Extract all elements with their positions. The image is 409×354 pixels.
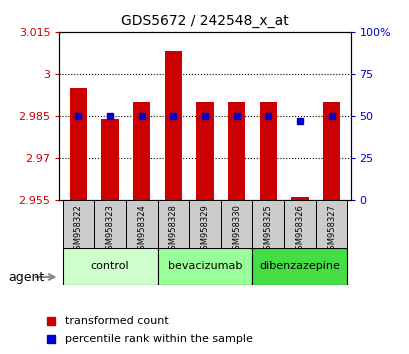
Text: transformed count: transformed count <box>65 316 169 326</box>
Text: percentile rank within the sample: percentile rank within the sample <box>65 334 253 344</box>
Text: dibenzazepine: dibenzazepine <box>259 261 339 272</box>
Bar <box>101 119 119 200</box>
Bar <box>259 102 276 200</box>
Text: control: control <box>90 261 129 272</box>
Text: GSM958322: GSM958322 <box>74 204 83 255</box>
Bar <box>63 200 94 248</box>
Bar <box>63 248 157 285</box>
Title: GDS5672 / 242548_x_at: GDS5672 / 242548_x_at <box>121 14 288 28</box>
Bar <box>133 102 150 200</box>
Bar <box>290 197 308 200</box>
Bar <box>189 200 220 248</box>
Bar <box>126 200 157 248</box>
Bar <box>252 248 346 285</box>
Bar <box>283 200 315 248</box>
Bar <box>322 102 339 200</box>
Text: GSM958324: GSM958324 <box>137 204 146 255</box>
Text: GSM958326: GSM958326 <box>295 204 303 255</box>
Bar <box>94 200 126 248</box>
Text: GSM958325: GSM958325 <box>263 204 272 255</box>
Bar <box>227 102 245 200</box>
Text: GSM958328: GSM958328 <box>169 204 178 255</box>
Text: agent: agent <box>8 272 44 284</box>
Text: GSM958329: GSM958329 <box>200 204 209 255</box>
Bar <box>315 200 346 248</box>
Text: GSM958327: GSM958327 <box>326 204 335 255</box>
Bar <box>196 102 213 200</box>
Bar <box>157 248 252 285</box>
Bar <box>70 88 87 200</box>
Text: GSM958330: GSM958330 <box>231 204 240 255</box>
Text: GSM958323: GSM958323 <box>106 204 114 255</box>
Bar <box>164 51 182 200</box>
Bar <box>157 200 189 248</box>
Text: bevacizumab: bevacizumab <box>167 261 242 272</box>
Bar <box>252 200 283 248</box>
Bar <box>220 200 252 248</box>
